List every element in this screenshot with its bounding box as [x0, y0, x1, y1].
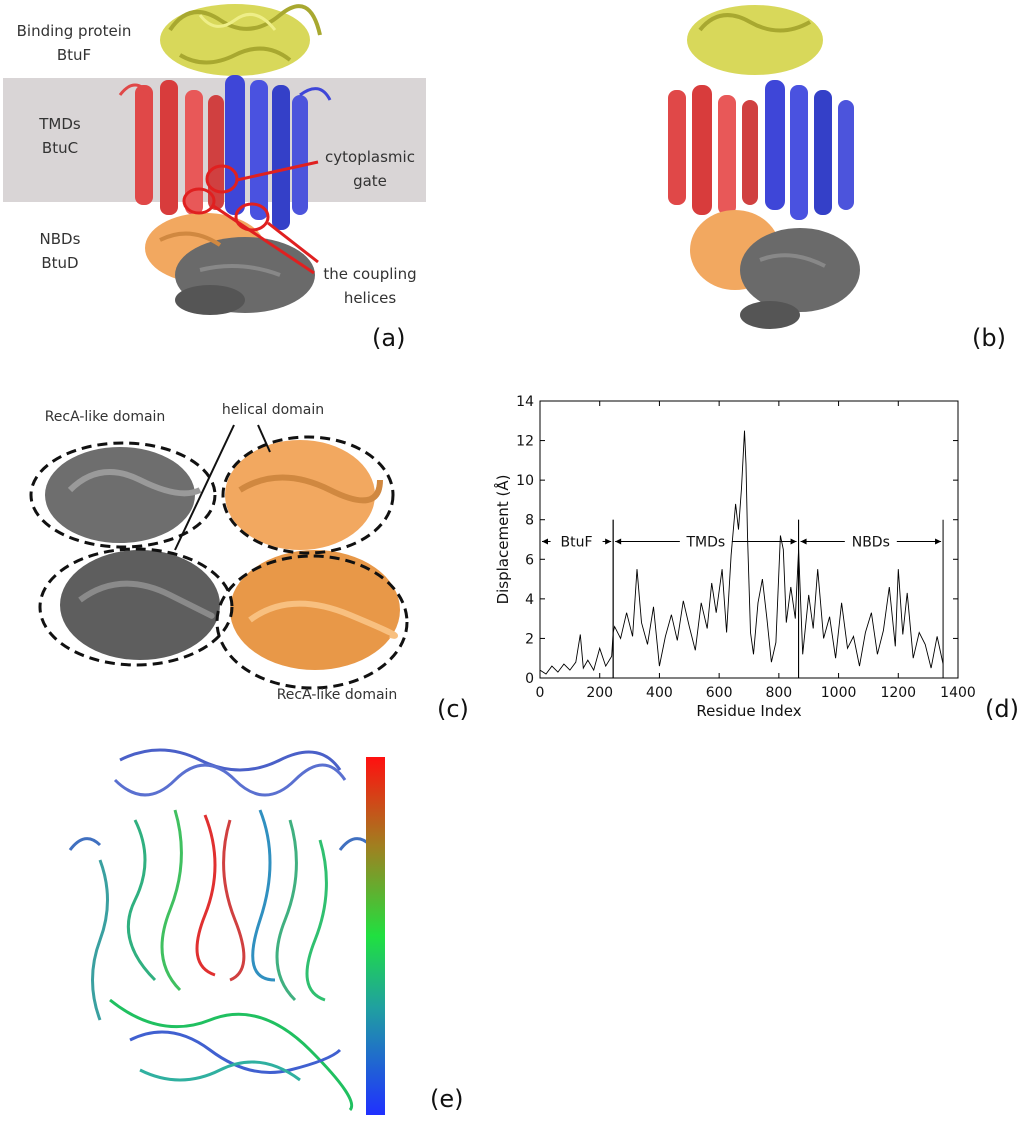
x-tick-label: 200 — [586, 685, 613, 701]
panel-e-label: (e) — [430, 1085, 464, 1113]
label-btud: BtuD — [41, 254, 79, 272]
arrow-head-left — [615, 538, 622, 545]
btuc-red-helices — [118, 80, 224, 215]
x-tick-label: 1000 — [821, 685, 857, 701]
structure-a-image — [3, 4, 426, 315]
x-tick-label: 0 — [536, 685, 545, 701]
label-reca-bottom: RecA-like domain — [276, 687, 398, 703]
region-label-tmds: TMDs — [685, 534, 725, 550]
y-tick-label: 8 — [525, 513, 534, 529]
panel-d-label: (d) — [985, 695, 1019, 723]
arrow-head-right — [605, 538, 612, 545]
colorbar — [366, 757, 385, 1115]
annotation-lines — [211, 160, 319, 275]
x-axis-label: Residue Index — [696, 702, 801, 720]
label-binding-protein: Binding protein — [16, 22, 132, 40]
panel-d: 0 200 400 600 800 1000 1200 1400 0 2 4 6 8 10 12 14 Resi… — [490, 385, 1024, 730]
panel-a-label: (a) — [372, 324, 406, 352]
series-line-0 — [539, 430, 944, 675]
label-helical-domain: helical domain — [221, 402, 325, 418]
y-tick-label: 4 — [525, 592, 534, 608]
label-helices: helices — [343, 289, 397, 307]
btud-domain — [145, 213, 315, 315]
panel-e: (e) — [0, 740, 520, 1125]
region-label-nbds: NBDs — [852, 534, 890, 550]
x-tick-label: 1200 — [880, 685, 916, 701]
x-tick-label: 800 — [765, 685, 792, 701]
y-tick-label: 0 — [525, 671, 534, 687]
label-nbds: NBDs — [39, 230, 81, 248]
label-cytoplasmic: cytoplasmic — [325, 148, 415, 166]
plot-frame — [539, 400, 959, 679]
label-tmds: TMDs — [39, 115, 81, 133]
y-axis-label: Displacement (Å) — [493, 475, 512, 605]
btuf-domain — [160, 4, 322, 76]
arrow-head-right — [790, 538, 797, 545]
domain-outlines — [29, 435, 409, 690]
structure-b-image — [668, 5, 860, 329]
label-btuf: BtuF — [56, 46, 92, 64]
label-reca-top: RecA-like domain — [44, 409, 166, 425]
structure-c-image — [29, 424, 409, 690]
structure-e-image — [68, 748, 385, 1115]
y-tick-label: 14 — [516, 394, 534, 410]
panel-c: RecA-like domain helical domain RecA-lik… — [0, 370, 480, 730]
panel-b: (b) — [600, 0, 1024, 360]
x-tick-label: 400 — [646, 685, 673, 701]
region-label-btuf: BtuF — [561, 534, 593, 550]
arrow-head-left — [800, 538, 807, 545]
btuc-blue-helices — [225, 75, 332, 230]
y-tick-label: 10 — [516, 473, 534, 489]
arrow-head-right — [935, 538, 942, 545]
y-tick-label: 12 — [516, 434, 534, 450]
x-tick-label: 1400 — [940, 685, 976, 701]
label-coupling: the coupling — [323, 265, 417, 283]
helical-pointer-lines — [174, 424, 271, 551]
label-btuc: BtuC — [41, 139, 79, 157]
y-tick-label: 6 — [525, 552, 534, 568]
y-tick-label: 2 — [525, 631, 534, 647]
label-gate: gate — [353, 172, 387, 190]
panel-b-label: (b) — [972, 324, 1006, 352]
panel-c-label: (c) — [437, 695, 469, 723]
panel-a: Binding protein BtuF TMDs BtuC NBDs BtuD… — [0, 0, 460, 360]
displacement-chart: 0 200 400 600 800 1000 1200 1400 0 2 4 6 8 10 12 14 Resi… — [493, 394, 976, 720]
x-tick-label: 600 — [706, 685, 733, 701]
arrow-head-left — [542, 538, 548, 545]
